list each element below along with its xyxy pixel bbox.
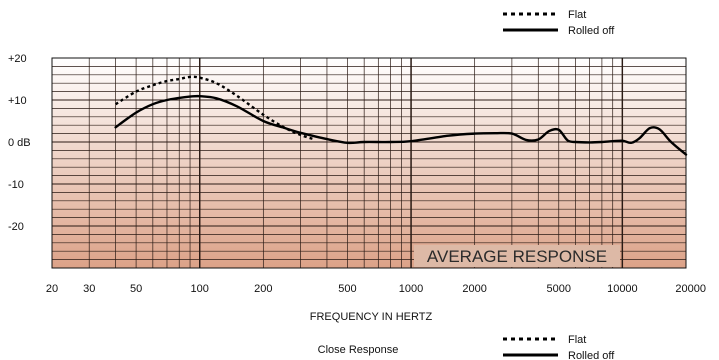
y-tick-labels: +20 +10 0 dB -10 -20 — [8, 53, 31, 233]
average-response-panel: AVERAGE RESPONSE — [414, 245, 620, 267]
chart-caption: Close Response — [318, 344, 399, 356]
legend-label: Flat — [568, 9, 586, 21]
x-tick-label: 100 — [191, 283, 209, 295]
x-tick-label: 50 — [130, 283, 142, 295]
x-tick-label: 20 — [46, 283, 58, 295]
legend-label: Flat — [568, 334, 586, 346]
y-tick-label: +20 — [8, 53, 27, 65]
panel-label: AVERAGE RESPONSE — [427, 247, 607, 266]
panel-box — [414, 245, 620, 267]
y-tick-label: -10 — [8, 179, 24, 191]
minor-grid — [51, 58, 687, 268]
y-tick-label: -20 — [8, 221, 24, 233]
x-tick-labels: 20 30 50 100 200 500 1000 2000 5000 10000 20000 — [46, 283, 706, 295]
x-tick-label: 10000 — [607, 283, 638, 295]
x-tick-label: 1000 — [399, 283, 423, 295]
series-layer — [114, 75, 688, 156]
x-tick-label: 200 — [254, 283, 272, 295]
y-tick-label: +10 — [8, 95, 27, 107]
x-axis-label: FREQUENCY IN HERTZ — [310, 311, 433, 323]
legend-top: Flat Rolled off — [503, 9, 615, 37]
legend-label: Rolled off — [568, 350, 615, 360]
legend-bottom: Flat Rolled off — [503, 334, 615, 360]
x-tick-label: 20000 — [675, 283, 706, 295]
plot-border — [51, 57, 687, 269]
x-tick-label: 2000 — [462, 283, 486, 295]
plot-area — [52, 58, 686, 268]
y-tick-label: 0 dB — [8, 137, 31, 149]
legend-label: Rolled off — [568, 25, 615, 37]
rolled-off-series-line — [114, 94, 688, 156]
x-tick-label: 5000 — [547, 283, 571, 295]
x-tick-label: 500 — [338, 283, 356, 295]
x-tick-label: 30 — [83, 283, 95, 295]
